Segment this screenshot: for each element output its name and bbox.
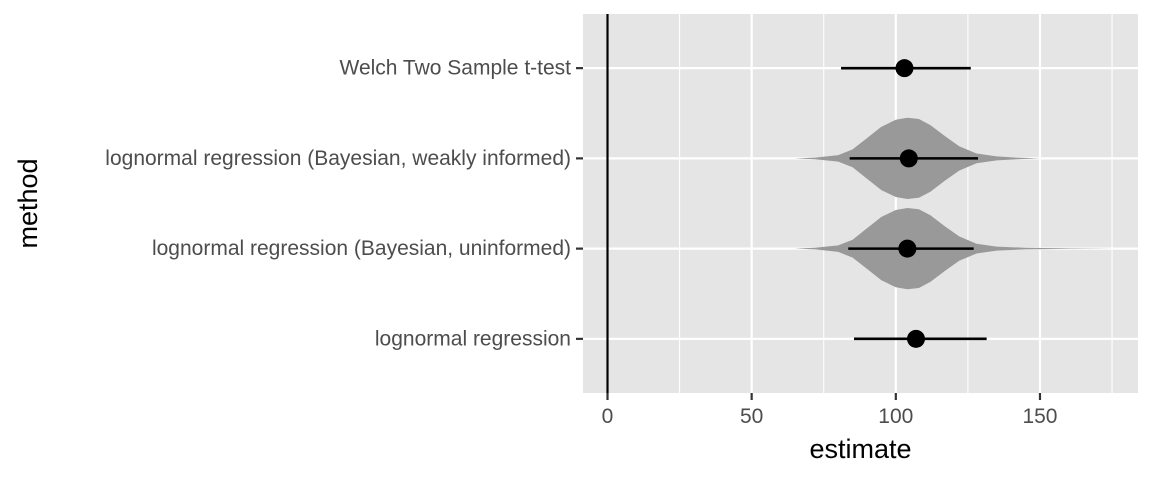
x-tick-label: 150 — [1022, 405, 1057, 428]
y-tick-label: lognormal regression (Bayesian, weakly i… — [105, 147, 571, 170]
x-tick-label: 50 — [740, 405, 763, 428]
estimate-point — [898, 239, 917, 258]
interval-estimates — [841, 59, 987, 348]
estimate-point — [895, 59, 914, 78]
x-axis: 0 50 100 150 — [602, 393, 1057, 428]
estimate-point — [907, 329, 925, 348]
x-tick-label: 0 — [602, 405, 614, 428]
x-axis-title: estimate — [809, 434, 911, 464]
minor-gridlines — [679, 14, 1113, 393]
y-axis: Welch Two Sample t-test lognormal regress… — [105, 57, 583, 350]
y-axis-title: method — [13, 158, 43, 248]
estimate-point — [899, 149, 918, 168]
x-tick-label: 100 — [878, 405, 913, 428]
y-tick-label: lognormal regression (Bayesian, uninform… — [152, 237, 571, 260]
y-tick-label: Welch Two Sample t-test — [340, 57, 572, 80]
y-tick-label: lognormal regression — [375, 327, 571, 350]
plot-panel — [583, 14, 1138, 393]
